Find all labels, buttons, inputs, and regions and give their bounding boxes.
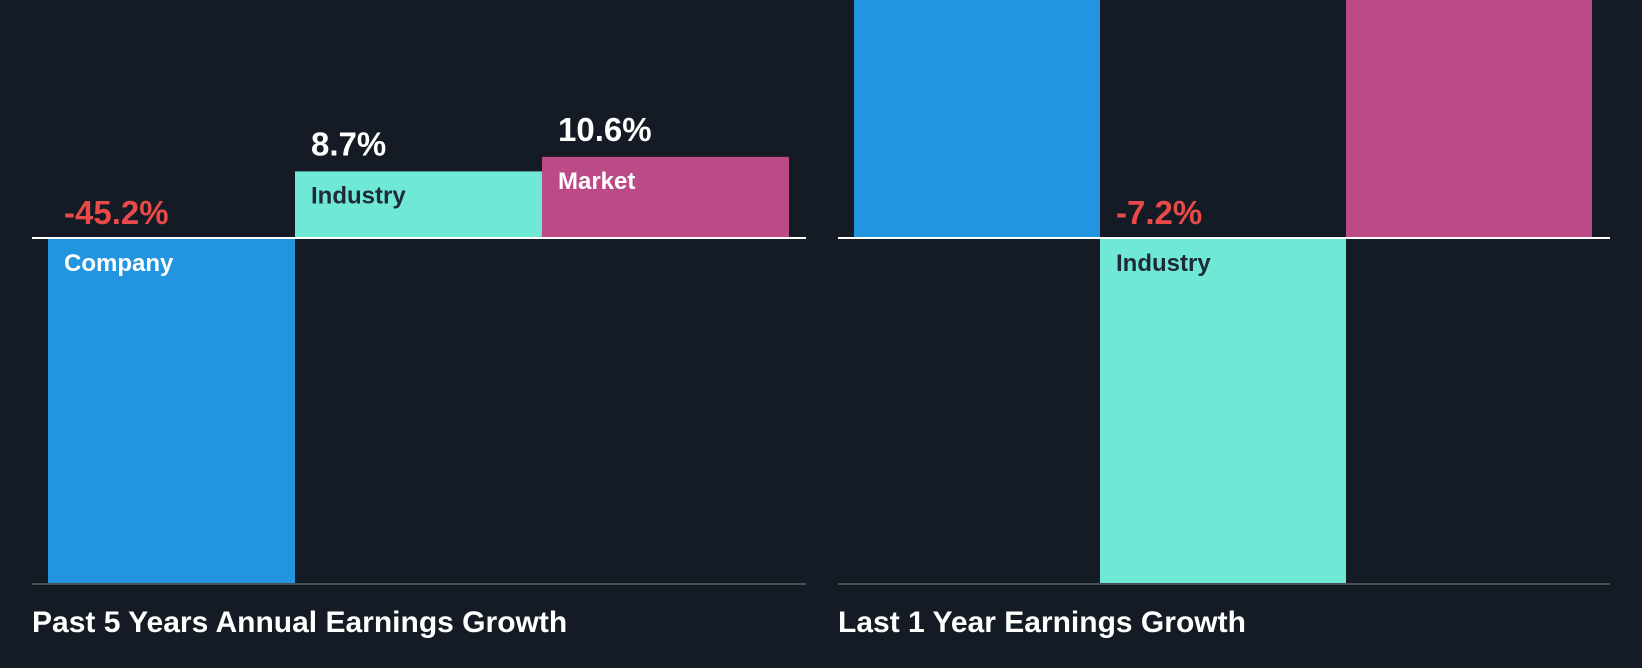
industry-category-label: Industry [311,182,406,209]
market-bar [542,156,789,238]
industry-value-label: -7.2% [1116,194,1202,231]
past-5-years-chart-title: Past 5 Years Annual Earnings Growth [32,606,568,639]
past-5-years-chart: Company -45.2% Industry 8.7% Market 10.6% [32,111,806,585]
industry-value-label: 8.7% [311,125,386,162]
market-category-label: Market [558,168,635,195]
company-value-label: -45.2% [64,194,169,231]
company-category-label: Company [64,250,174,277]
company-bar [854,0,1100,238]
industry-category-label: Industry [1116,250,1211,277]
industry-bar [295,171,542,238]
industry-bar [1100,238,1346,584]
last-1-year-chart-title: Last 1 Year Earnings Growth [838,606,1246,639]
market-value-label: 10.6% [558,111,652,148]
last-1-year-chart: Company20.3%Industry-7.2%Market8.4% [838,0,1610,585]
market-bar [1346,0,1592,238]
company-bar [48,238,295,584]
